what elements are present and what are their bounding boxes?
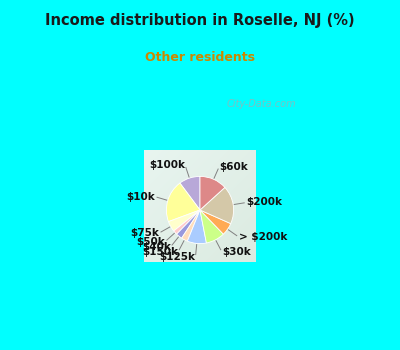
Text: $30k: $30k — [222, 247, 250, 257]
Text: Other residents: Other residents — [145, 51, 255, 64]
Text: $200k: $200k — [246, 197, 282, 208]
Text: $125k: $125k — [160, 252, 196, 262]
Wedge shape — [174, 210, 200, 234]
Text: $100k: $100k — [149, 160, 185, 170]
Wedge shape — [187, 210, 206, 244]
Text: $10k: $10k — [126, 191, 155, 202]
Wedge shape — [168, 210, 200, 231]
Wedge shape — [200, 210, 223, 243]
Wedge shape — [177, 210, 200, 238]
Wedge shape — [200, 210, 231, 234]
Text: $50k: $50k — [136, 237, 165, 247]
Text: Income distribution in Roselle, NJ (%): Income distribution in Roselle, NJ (%) — [45, 14, 355, 28]
Text: City-Data.com: City-Data.com — [227, 99, 296, 108]
Text: > $200k: > $200k — [238, 232, 287, 242]
Text: $75k: $75k — [130, 228, 159, 238]
Wedge shape — [180, 176, 200, 210]
Wedge shape — [166, 183, 200, 222]
Wedge shape — [200, 176, 225, 210]
Wedge shape — [182, 210, 200, 241]
Wedge shape — [200, 187, 234, 224]
Text: $40k: $40k — [142, 242, 171, 252]
Text: $60k: $60k — [219, 162, 248, 172]
Text: $150k: $150k — [142, 247, 178, 257]
